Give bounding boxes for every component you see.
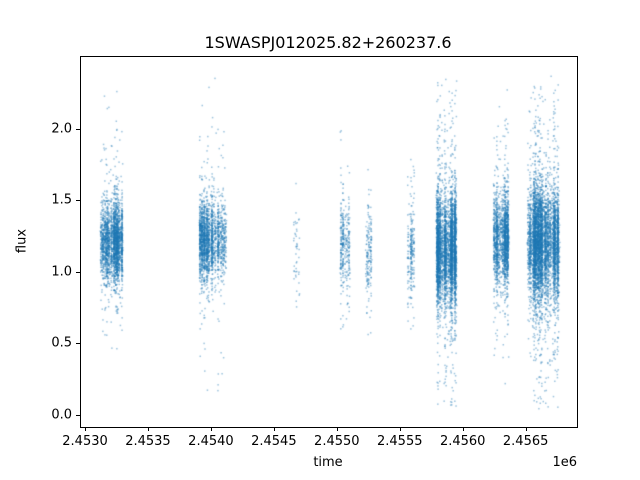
y-tick-mark [76,128,80,130]
y-tick-label: 0.5 [51,335,72,351]
x-tick-mark [273,427,275,431]
x-tick-mark [147,427,149,431]
x-tick-label: 2.4565 [502,434,549,449]
x-tick-label: 2.4545 [251,434,297,449]
x-tick-mark [336,427,338,431]
x-tick-label: 2.4560 [439,434,486,449]
y-tick-mark [76,200,80,202]
y-tick-mark [76,343,80,345]
x-tick-label: 2.4540 [188,434,234,449]
x-axis-offset-label: 1e6 [552,455,577,470]
y-tick-label: 0.0 [51,407,72,423]
y-tick-label: 1.5 [51,192,72,208]
x-tick-mark [399,427,401,431]
axes-frame [80,56,578,428]
x-tick-mark [525,427,527,431]
y-tick-mark [76,271,80,273]
y-tick-mark [76,414,80,416]
scatter-plot-canvas [81,57,576,426]
y-axis-label: flux [14,228,30,254]
x-tick-label: 2.4535 [125,434,171,449]
x-tick-label: 2.4555 [377,434,423,449]
y-tick-label: 2.0 [51,121,72,137]
x-tick-mark [462,427,464,431]
x-tick-mark [210,427,212,431]
x-tick-label: 2.4550 [314,434,360,449]
x-axis-label: time [313,455,343,470]
x-tick-label: 2.4530 [62,434,108,449]
chart-title: 1SWASPJ012025.82+260237.6 [204,33,452,52]
x-tick-mark [85,427,87,431]
y-tick-label: 1.0 [51,264,72,280]
